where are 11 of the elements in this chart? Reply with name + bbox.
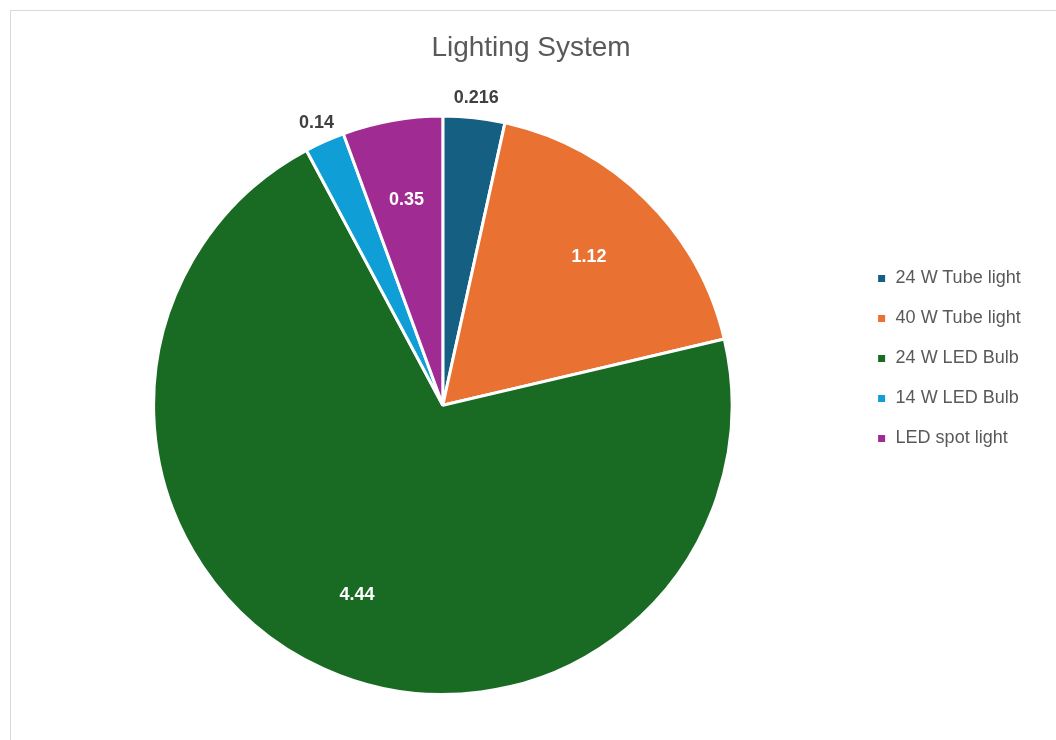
legend-label: 14 W LED Bulb <box>895 387 1019 408</box>
legend-label: 24 W Tube light <box>895 267 1021 288</box>
legend-label: 40 W Tube light <box>895 307 1021 328</box>
data-label: 1.12 <box>571 245 607 266</box>
chart-title: Lighting System <box>431 30 631 62</box>
data-label: 0.216 <box>453 86 499 107</box>
data-label: 0.35 <box>388 189 424 210</box>
legend-label: 24 W LED Bulb <box>895 347 1019 368</box>
data-label: 4.44 <box>339 584 375 605</box>
legend-label: LED spot light <box>895 427 1008 448</box>
data-label: 0.14 <box>298 112 334 133</box>
